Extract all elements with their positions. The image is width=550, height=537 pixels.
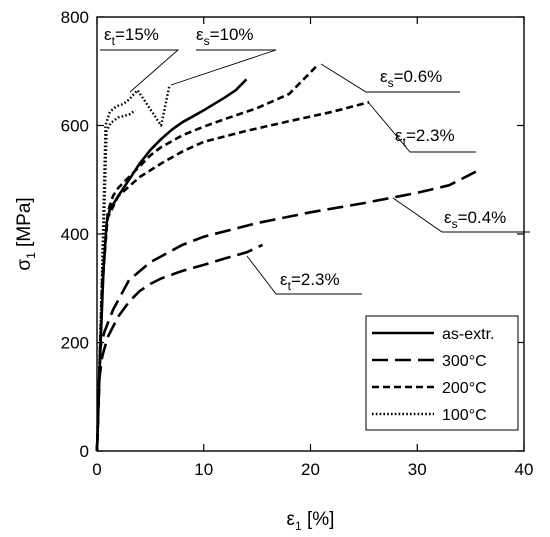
annotations-group: εt=15% εs=10%εs=0.6%εt=2.3%εs=0.4%εt=2.3% [100,25,530,295]
annotation-label-text: =10% [210,25,254,44]
x-axis-title-subscript: 1 [295,519,302,533]
annotation-label: εs=10% [196,25,254,48]
series-line-as-extr- [95,78,248,452]
y-axis-title-symbol: σ [14,259,35,271]
y-tick-label: 800 [61,8,89,27]
annotation-label-symbol: ε [196,25,204,44]
annotation-label-subscript: s [388,76,394,90]
annotation-label: εt=15% [104,25,159,48]
annotation-label-symbol: ε [280,270,288,289]
series-line-curve-5 [95,100,370,452]
annotation-label-symbol: ε [444,208,452,227]
annotation-leader [367,101,476,153]
x-axis-title-symbol: ε [287,509,296,530]
annotation-label: εt=2.3% [280,270,340,293]
annotation-label: εs=0.6% [380,67,442,90]
series-line-curve-4 [95,170,477,452]
annotation-label-text: =2.3% [291,270,340,289]
annotation-label-subscript: t [403,135,407,149]
annotation-label-subscript: s [452,217,458,231]
annotation-label-symbol: ε [104,25,112,44]
annotation-label-subscript: t [288,279,292,293]
legend-label: as-extr. [442,326,494,343]
x-axis-title: ε1 [%] [287,509,335,533]
annotation-label-text: =15% [115,25,159,44]
series-line-300-c [95,243,264,452]
x-axis-title-text: [%] [302,509,335,530]
y-tick-label: 400 [61,225,89,244]
y-axis-title: σ1 [MPa] [14,197,38,270]
annotation-label-symbol: ε [380,67,388,86]
annotation-leader [100,49,180,93]
annotation-label-text: =0.6% [394,67,443,86]
x-tick-label: 40 [515,460,534,479]
annotation-label-subscript: s [204,34,210,48]
legend-box [365,315,519,431]
y-tick-label: 600 [61,117,89,136]
legend-label: 100°C [442,407,487,424]
legend-label: 200°C [442,380,487,397]
annotation-label-text: =0.4% [458,208,507,227]
series-line-curve-6 [95,109,137,452]
annotation-leader [246,255,362,295]
x-tick-label: 30 [408,460,427,479]
y-axis-title-text: [MPa] [14,197,35,252]
annotation-leader [392,197,530,233]
annotation-label-text: =2.3% [406,126,455,145]
annotation-label-subscript: t [112,34,116,48]
annotation-label-symbol: ε [395,126,403,145]
legend-label: 300°C [442,353,487,370]
axis-titles: ε1 [%]σ1 [MPa] [14,197,334,533]
annotation-label: εs=0.4% [444,208,506,231]
annotation-label: εt=2.3% [395,126,455,149]
y-axis-title-subscript: 1 [24,252,38,259]
legend: as-extr. 300°C 200°C 100°C [365,315,519,431]
annotation-leader [170,49,277,86]
annotation-leader [320,63,460,93]
x-tick-label: 10 [194,460,213,479]
y-tick-label: 200 [61,334,89,353]
x-tick-label: 20 [301,460,320,479]
series-group [95,63,477,452]
y-tick-label: 0 [80,442,89,461]
x-tick-label: 0 [92,460,101,479]
series-line-200-c [95,63,319,452]
